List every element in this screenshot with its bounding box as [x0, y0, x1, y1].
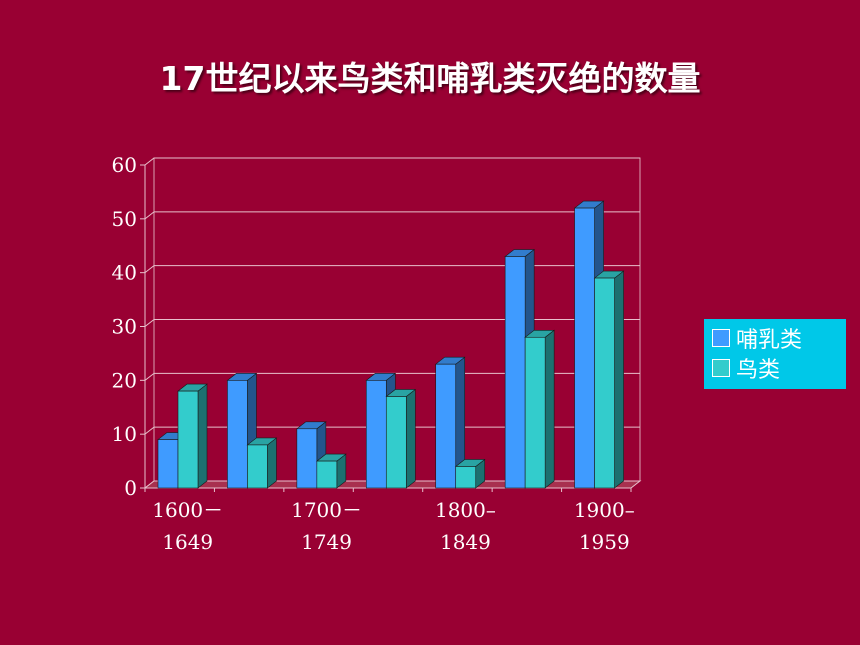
x-tick-label: 1749 — [301, 530, 352, 554]
y-tick-label: 30 — [112, 315, 137, 339]
x-tick-label: 1959 — [579, 530, 630, 554]
y-tick-label: 10 — [112, 422, 137, 446]
x-tick-label: 1900– — [574, 498, 635, 522]
bar-front — [524, 336, 546, 489]
bar-side — [405, 388, 416, 489]
bar-front — [365, 380, 387, 489]
bar-front — [455, 466, 477, 489]
gridline-depth — [144, 157, 155, 166]
legend-label-bird: 鸟类 — [736, 358, 781, 383]
bar-front — [385, 396, 407, 489]
gridline-depth — [144, 426, 155, 435]
y-tick-label: 40 — [112, 261, 137, 285]
bar-front — [435, 363, 457, 489]
bar-front — [296, 428, 318, 489]
gridline-depth — [144, 211, 155, 220]
bar — [315, 453, 347, 489]
legend-label-mammal: 哺乳类 — [736, 328, 803, 353]
bar-front — [247, 444, 268, 489]
legend-swatch-mammal — [712, 329, 730, 347]
bar-side — [197, 383, 208, 489]
bar-side — [544, 329, 555, 489]
bar-front — [594, 277, 615, 489]
bar-side — [614, 270, 624, 489]
bar-side — [267, 437, 277, 489]
bar — [524, 329, 556, 489]
bar — [593, 270, 625, 489]
y-tick-label: 50 — [112, 207, 137, 231]
bar — [385, 388, 417, 489]
chart-bars — [157, 200, 625, 489]
gridline-depth — [144, 319, 155, 327]
legend-item-bird: 鸟类 — [712, 353, 838, 383]
bar — [434, 356, 466, 489]
y-axis-ticks: 0 10 20 30 40 50 60 — [112, 153, 145, 500]
bar-front — [316, 460, 338, 489]
bar — [454, 458, 486, 489]
bar-front — [574, 207, 595, 489]
legend-item-mammal: 哺乳类 — [712, 323, 838, 353]
y-tick-label: 60 — [112, 153, 137, 177]
chart-legend: 哺乳类 鸟类 — [704, 319, 846, 389]
bar-front — [504, 256, 526, 489]
legend-swatch-bird — [712, 359, 730, 377]
y-tick-label: 0 — [124, 476, 137, 500]
gridline-depth — [144, 265, 155, 274]
x-tick-label: 1849 — [440, 530, 491, 554]
x-tick-label: 1700－ — [291, 498, 362, 522]
y-tick-label: 20 — [112, 368, 137, 392]
x-tick-label: 1800– — [435, 498, 496, 522]
bar — [177, 383, 208, 489]
x-tick-label: 1649 — [162, 530, 213, 554]
bar-front — [227, 380, 248, 489]
x-tick-label: 1600－ — [152, 498, 223, 522]
bar-front — [157, 439, 179, 489]
x-axis-ticks: 1600－ 1649 1700－ 1749 1800– 1849 1900– 1959 — [144, 488, 635, 554]
bar-front — [177, 390, 199, 489]
gridline-depth — [144, 372, 155, 381]
chart-title: 17世纪以来鸟类和哺乳类灭绝的数量 — [159, 59, 701, 98]
bar — [246, 437, 278, 489]
